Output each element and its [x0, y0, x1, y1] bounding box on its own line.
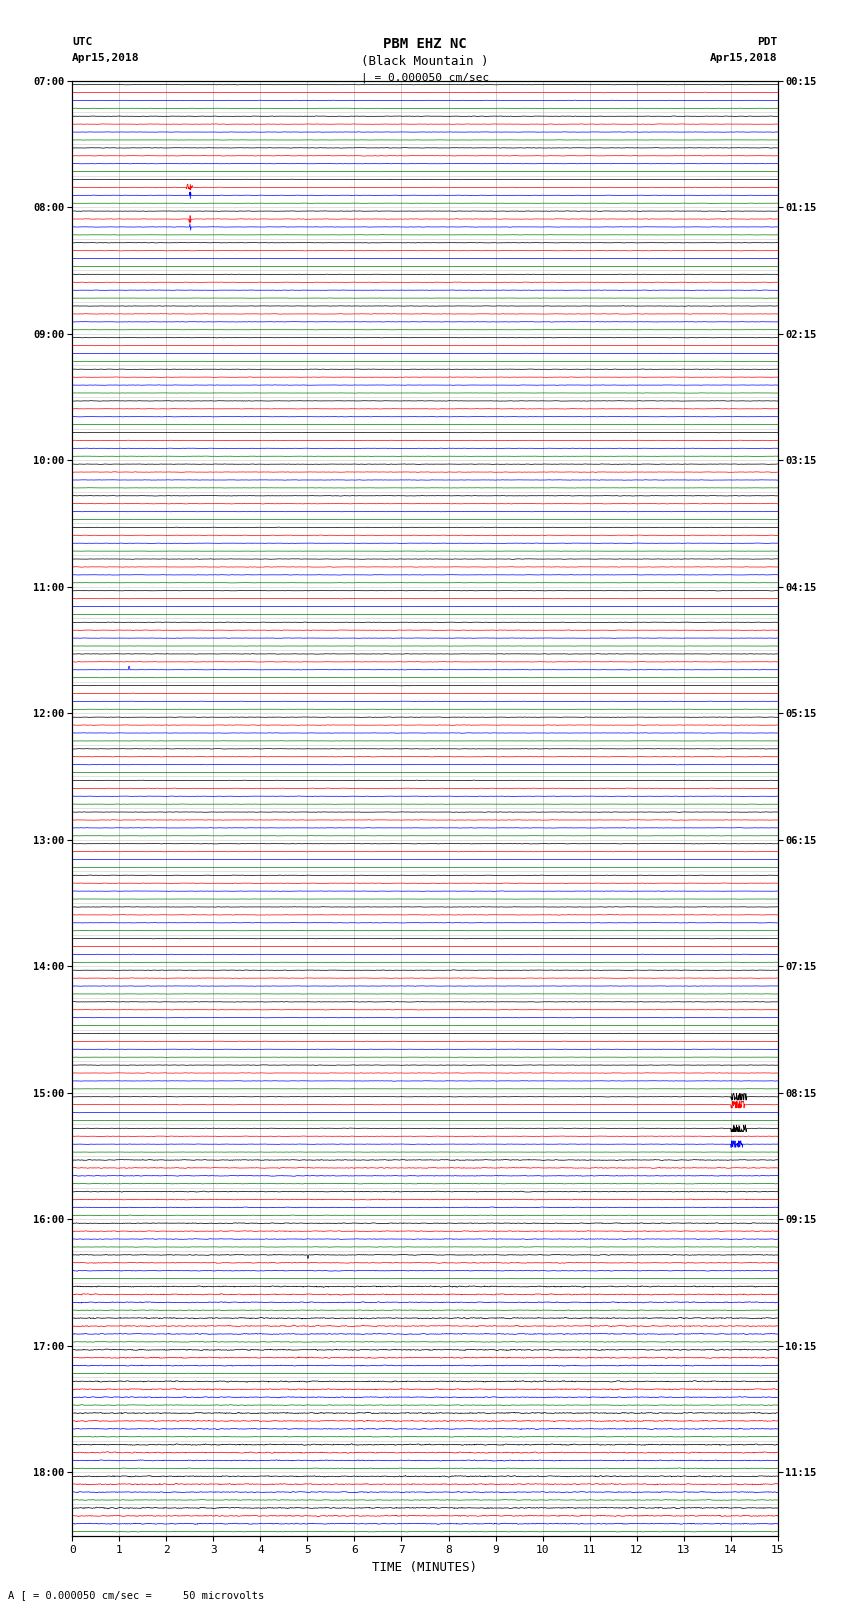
Text: Apr15,2018: Apr15,2018: [72, 53, 139, 63]
Text: UTC: UTC: [72, 37, 93, 47]
Text: PDT: PDT: [757, 37, 778, 47]
X-axis label: TIME (MINUTES): TIME (MINUTES): [372, 1561, 478, 1574]
Text: PBM EHZ NC: PBM EHZ NC: [383, 37, 467, 52]
Text: (Black Mountain ): (Black Mountain ): [361, 55, 489, 68]
Text: A [ = 0.000050 cm/sec =     50 microvolts: A [ = 0.000050 cm/sec = 50 microvolts: [8, 1590, 264, 1600]
Text: | = 0.000050 cm/sec: | = 0.000050 cm/sec: [361, 73, 489, 84]
Text: Apr15,2018: Apr15,2018: [711, 53, 778, 63]
